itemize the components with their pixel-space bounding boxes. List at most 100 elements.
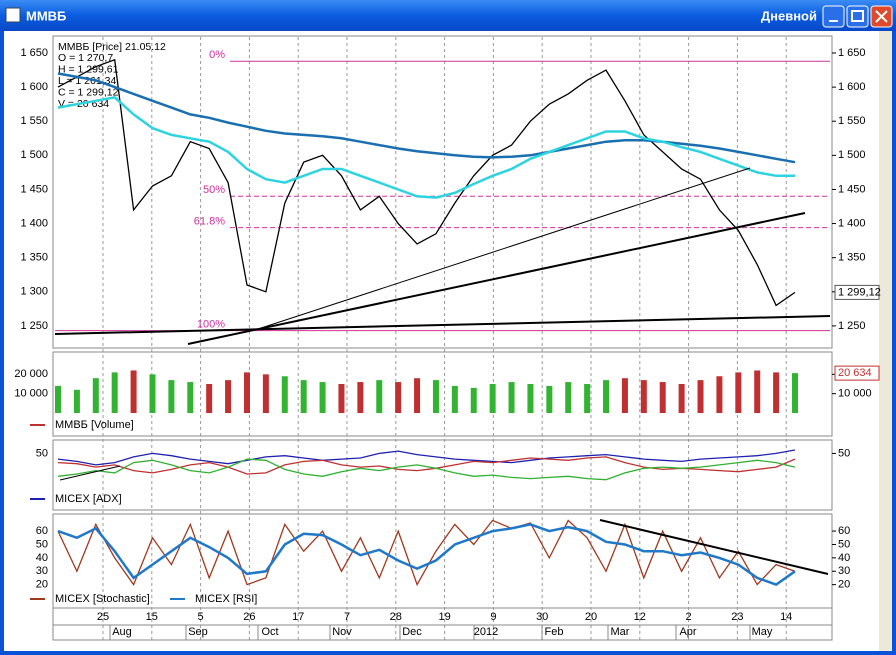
volume-bar <box>338 384 345 413</box>
y-tick-label-right: 1 250 <box>838 320 866 332</box>
legend-label: MICEX [ADX] <box>55 493 122 505</box>
y-tick-label: 1 600 <box>20 81 48 93</box>
volume-bar <box>470 387 477 413</box>
month-label: Apr <box>679 626 696 638</box>
volume-bar <box>621 378 628 413</box>
y-tick-label: 50 <box>36 538 48 550</box>
volume-bar <box>659 382 666 413</box>
day-label: 26 <box>243 611 255 623</box>
volume-bar <box>149 374 156 413</box>
volume-bar <box>55 385 61 413</box>
day-label: 12 <box>634 611 646 623</box>
volume-bar <box>92 378 99 413</box>
y-tick-label-right: 60 <box>838 525 850 537</box>
last-value-label: 20 634 <box>838 367 872 379</box>
y-tick-label-right: 30 <box>838 565 850 577</box>
volume-bar <box>697 380 704 413</box>
fib-label: 100% <box>197 319 225 331</box>
y-tick-label: 1 450 <box>20 183 48 195</box>
y-tick-label: 20 000 <box>14 368 48 380</box>
legend-label: ММВБ [Volume] <box>55 419 134 431</box>
month-label: Dec <box>402 626 422 638</box>
last-value-label: 1 299,12 <box>838 286 881 298</box>
volume-bar <box>300 380 307 413</box>
y-tick-label-right: 20 <box>838 579 850 591</box>
fib-label: 61.8% <box>194 216 225 228</box>
minimize-button[interactable] <box>822 5 845 28</box>
y-tick-label-right: 1 350 <box>838 252 866 264</box>
y-tick-label-right: 1 500 <box>838 149 866 161</box>
volume-bar <box>187 382 194 413</box>
volume-bar <box>225 380 232 413</box>
month-label: Feb <box>545 626 564 638</box>
trend-lines <box>54 167 831 575</box>
info-line: H = 1 299,61 <box>58 64 119 76</box>
volume-bar <box>773 372 780 413</box>
y-tick-label: 1 500 <box>20 149 48 161</box>
legend-label: MICEX [RSI] <box>195 593 257 605</box>
day-label: 14 <box>780 611 792 623</box>
day-label: 7 <box>344 611 350 623</box>
day-label: 2 <box>686 611 692 623</box>
volume-bar <box>678 384 685 413</box>
volume-bar <box>376 380 383 413</box>
maximize-icon <box>851 10 864 22</box>
last-value-box <box>834 365 880 381</box>
volume-bar <box>357 382 364 413</box>
y-tick-label-right: 50 <box>838 447 850 459</box>
window-mode[interactable]: Дневной <box>761 8 817 23</box>
month-label: May <box>752 626 773 638</box>
volume-bar <box>111 372 118 413</box>
volume-bar <box>206 384 213 413</box>
y-tick-label-right: 1 450 <box>838 183 866 195</box>
series-line <box>57 96 795 199</box>
y-tick-label: 20 <box>36 579 48 591</box>
volume-bar <box>451 385 458 413</box>
volume-bar <box>584 384 591 413</box>
volume-bar <box>489 384 496 413</box>
y-tick-label-right: 1 600 <box>838 81 866 93</box>
volume-bar <box>73 389 80 413</box>
volume-bar <box>262 374 269 413</box>
y-tick-label: 10 000 <box>14 388 48 400</box>
series-line <box>57 58 796 307</box>
fib-label: 50% <box>203 184 225 196</box>
day-label: 17 <box>292 611 304 623</box>
series-line <box>57 523 796 586</box>
month-label: 2012 <box>474 626 498 638</box>
app-icon <box>5 7 21 23</box>
volume-bar <box>603 380 610 413</box>
day-label: 9 <box>490 611 496 623</box>
y-tick-label-right: 10 000 <box>838 388 872 400</box>
legend-label: MICEX [Stochastic] <box>55 593 150 605</box>
volume-bar <box>508 382 515 413</box>
y-tick-label-right: 50 <box>838 538 850 550</box>
maximize-button[interactable] <box>846 5 869 28</box>
day-label: 30 <box>536 611 548 623</box>
volume-bar <box>130 370 137 413</box>
volume-bar <box>414 378 421 413</box>
scrollbar[interactable] <box>879 31 892 651</box>
volume-bar <box>168 380 175 413</box>
volume-bar <box>716 376 723 413</box>
info-line: C = 1 299,12 <box>58 86 119 98</box>
month-label: Aug <box>112 626 132 638</box>
window-title: ММВБ <box>26 8 66 23</box>
month-label: Mar <box>611 626 630 638</box>
day-label: 5 <box>198 611 204 623</box>
volume-bar <box>565 382 572 413</box>
day-label: 23 <box>731 611 743 623</box>
y-tick-label: 1 250 <box>20 320 48 332</box>
day-label: 28 <box>390 611 402 623</box>
series-line <box>57 449 796 466</box>
volume-bar <box>395 382 402 413</box>
y-tick-label-right: 1 550 <box>838 115 866 127</box>
last-value-box <box>834 284 880 300</box>
fib-label: 0% <box>209 49 225 61</box>
info-line: O = 1 270,7 <box>58 52 113 64</box>
y-tick-label-right: 1 400 <box>838 217 866 229</box>
y-tick-label: 40 <box>36 552 48 564</box>
